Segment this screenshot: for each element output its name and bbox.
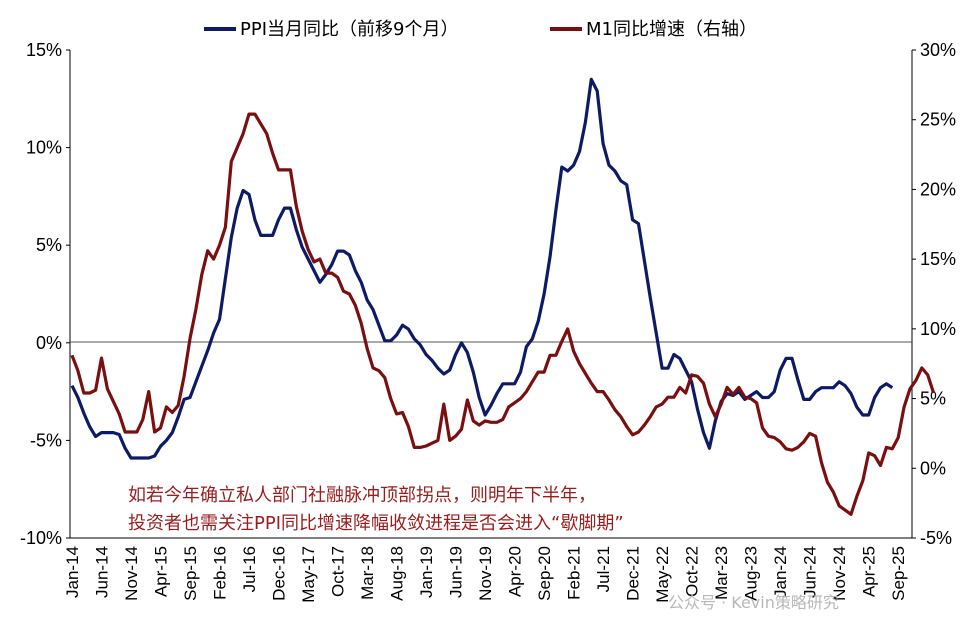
x-tick-label: Jan-14	[63, 546, 82, 598]
x-tick-label: Sep-20	[535, 546, 554, 601]
x-tick-label: Jan-19	[417, 546, 436, 598]
left-tick-label: -5%	[30, 430, 62, 450]
left-tick-label: 5%	[36, 235, 62, 255]
right-tick-label: 0%	[920, 458, 946, 478]
right-tick-label: 25%	[920, 110, 956, 130]
series-layer	[70, 77, 936, 516]
x-tick-label: Dec-21	[624, 546, 643, 601]
x-tick-label: Sep-25	[889, 546, 908, 601]
legend-label-m1: M1同比增速（右轴）	[586, 19, 757, 40]
x-tick-label: May-22	[653, 546, 672, 603]
right-tick-label: 20%	[920, 179, 956, 199]
x-tick-label: Oct-22	[683, 546, 702, 597]
right-axis-ticks: 30% 25% 20% 15% 10% 5% 0% -5%	[912, 40, 956, 548]
x-tick-label: Sep-15	[181, 546, 200, 601]
x-tick-label: Apr-15	[152, 546, 171, 597]
x-tick-label: Aug-23	[742, 546, 761, 601]
watermark: 公众号 · Kevin策略研究	[668, 593, 839, 612]
x-tick-label: Mar-23	[712, 546, 731, 600]
x-tick-label: Feb-21	[565, 546, 584, 600]
x-tick-label: Aug-18	[388, 546, 407, 601]
x-tick-label: Dec-16	[270, 546, 289, 601]
annotation-line-1: 如若今年确立私人部门社融脉冲顶部拐点，则明年下半年，	[128, 485, 596, 506]
x-axis-ticks: Jan-14 Jun-14 Nov-14 Apr-15 Sep-15 Feb-16 Jul-…	[63, 546, 908, 603]
left-tick-label: 0%	[36, 333, 62, 353]
right-tick-label: 30%	[920, 40, 956, 60]
series-line-ppi	[70, 77, 894, 460]
legend: PPI当月同比（前移9个月） M1同比增速（右轴）	[204, 19, 757, 40]
x-tick-label: Apr-25	[860, 546, 879, 597]
x-tick-label: Feb-16	[211, 546, 230, 600]
x-tick-label: Jan-24	[771, 546, 790, 598]
left-tick-label: 10%	[26, 138, 62, 158]
left-axis-ticks: 15% 10% 5% 0% -5% -10%	[20, 40, 70, 548]
axes	[69, 50, 913, 539]
legend-label-ppi: PPI当月同比（前移9个月）	[240, 19, 458, 40]
x-tick-label: Nov-14	[122, 546, 141, 601]
x-tick-label: Jun-14	[93, 546, 112, 598]
x-tick-label: May-17	[299, 546, 318, 603]
right-tick-label: 15%	[920, 249, 956, 269]
right-tick-label: 5%	[920, 389, 946, 409]
x-tick-label: Jul-16	[240, 546, 259, 592]
x-tick-label: Nov-24	[830, 546, 849, 601]
x-tick-label: Jul-21	[594, 546, 613, 592]
right-tick-label: 10%	[920, 319, 956, 339]
x-tick-label: Nov-19	[476, 546, 495, 601]
series-line-m1	[70, 112, 936, 516]
left-tick-label: 15%	[26, 40, 62, 60]
x-tick-label: Apr-20	[506, 546, 525, 597]
x-tick-label: Jun-19	[447, 546, 466, 598]
x-tick-label: Mar-18	[358, 546, 377, 600]
right-tick-label: -5%	[920, 528, 952, 548]
annotation: 如若今年确立私人部门社融脉冲顶部拐点，则明年下半年， 投资者也需关注PPI同比增…	[128, 485, 624, 534]
annotation-line-2: 投资者也需关注PPI同比增速降幅收敛进程是否会进入“歇脚期”	[128, 513, 624, 534]
x-tick-label: Oct-17	[329, 546, 348, 597]
left-tick-label: -10%	[20, 528, 62, 548]
x-tick-label: Jun-24	[801, 546, 820, 598]
